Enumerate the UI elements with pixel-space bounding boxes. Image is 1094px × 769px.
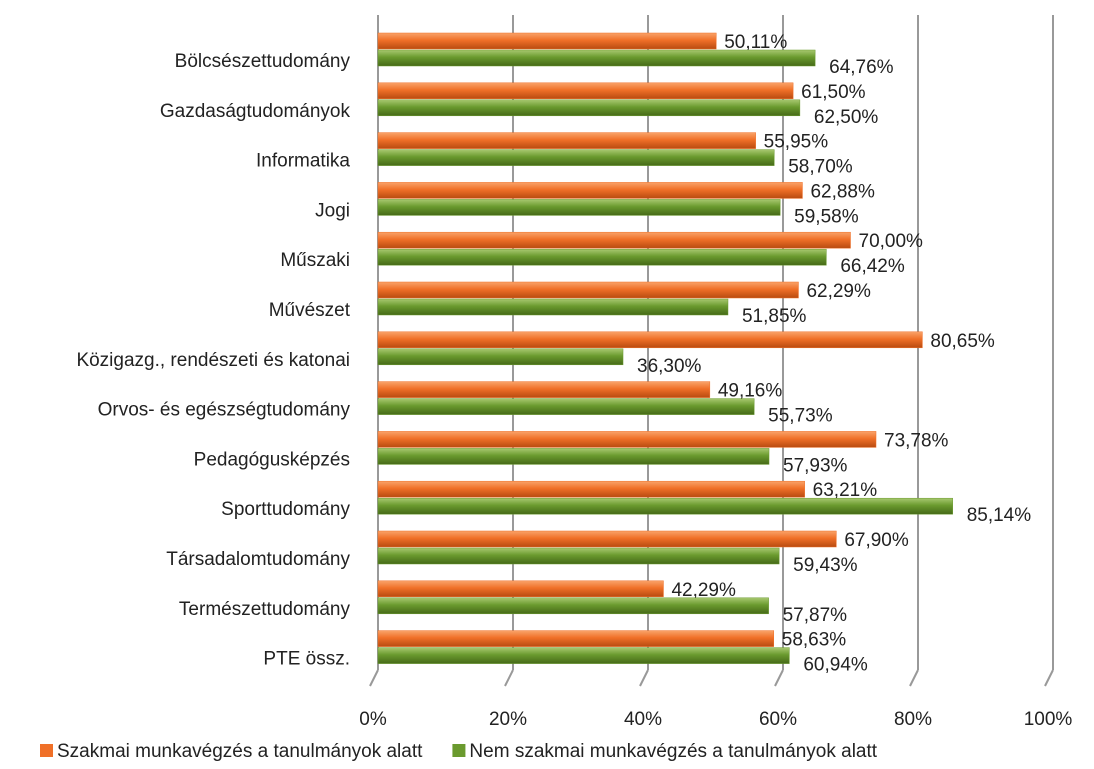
bar xyxy=(377,381,711,398)
bar xyxy=(377,99,801,117)
bar xyxy=(377,530,837,548)
bar xyxy=(377,248,827,266)
value-label: 55,95% xyxy=(764,132,829,153)
value-label: 67,90% xyxy=(844,530,909,551)
grid-line xyxy=(639,669,649,687)
grid-line xyxy=(369,669,379,687)
category-label: Informatika xyxy=(256,151,350,172)
value-label: 66,42% xyxy=(840,256,905,277)
bar xyxy=(377,231,851,249)
bar xyxy=(377,199,781,216)
bar xyxy=(377,647,790,664)
bar xyxy=(377,49,816,67)
value-label: 80,65% xyxy=(930,331,995,352)
value-label: 60,94% xyxy=(803,655,868,676)
bar xyxy=(377,149,775,166)
bar xyxy=(377,298,729,316)
legend-swatch xyxy=(452,744,466,757)
bar xyxy=(377,630,775,647)
bar xyxy=(377,281,799,299)
x-tick-label: 20% xyxy=(489,709,527,730)
category-label: Pedagógusképzés xyxy=(194,449,350,470)
category-label: Műszaki xyxy=(280,250,350,271)
value-label: 57,93% xyxy=(783,455,848,476)
legend-swatch xyxy=(40,744,53,757)
value-label: 59,58% xyxy=(794,206,859,227)
bar xyxy=(377,480,805,498)
bar xyxy=(377,431,877,448)
value-label: 62,50% xyxy=(814,107,879,128)
bar xyxy=(377,331,923,349)
value-label: 55,73% xyxy=(768,406,833,427)
value-label: 57,87% xyxy=(783,605,848,626)
category-label: Sporttudomány xyxy=(221,499,350,520)
bar xyxy=(377,597,769,615)
value-label: 70,00% xyxy=(859,231,924,252)
category-label: Bölcsészettudomány xyxy=(175,51,351,72)
value-label: 50,11% xyxy=(724,32,787,53)
x-tick-label: 40% xyxy=(624,709,662,730)
grid-line xyxy=(909,669,919,687)
category-label: Jogi xyxy=(315,200,350,221)
x-tick-label: 60% xyxy=(759,709,797,730)
value-label: 51,85% xyxy=(742,306,807,327)
value-label: 62,88% xyxy=(810,181,875,202)
grid-line xyxy=(774,669,784,687)
x-tick-label: 80% xyxy=(894,709,932,730)
value-label: 42,29% xyxy=(671,580,736,601)
value-label: 58,70% xyxy=(788,157,853,178)
category-label: Művészet xyxy=(269,300,351,321)
legend-label: Szakmai munkavégzés a tanulmányok alatt xyxy=(57,741,423,762)
bar xyxy=(377,398,755,415)
category-label: Orvos- és egészségtudomány xyxy=(98,400,351,421)
bar xyxy=(377,32,717,50)
value-label: 58,63% xyxy=(782,630,847,651)
value-label: 61,50% xyxy=(801,82,866,103)
grid-line xyxy=(1044,669,1054,687)
bar xyxy=(377,448,770,465)
value-label: 59,43% xyxy=(793,555,858,576)
value-label: 49,16% xyxy=(718,381,783,402)
category-label: PTE össz. xyxy=(263,649,350,670)
bar xyxy=(377,82,794,100)
category-label: Társadalomtudomány xyxy=(166,549,350,570)
value-label: 62,29% xyxy=(806,281,871,302)
bar xyxy=(377,182,803,199)
bar xyxy=(377,547,780,565)
category-label: Természettudomány xyxy=(179,599,351,620)
bar xyxy=(377,132,756,149)
x-tick-label: 0% xyxy=(359,709,387,730)
value-label: 36,30% xyxy=(637,356,702,377)
bar xyxy=(377,348,624,366)
category-label: Közigazg., rendészeti és katonai xyxy=(76,350,350,371)
value-label: 64,76% xyxy=(829,57,894,78)
grid-line xyxy=(504,669,514,687)
value-label: 73,78% xyxy=(884,430,949,451)
value-label: 63,21% xyxy=(813,480,878,501)
value-label: 85,14% xyxy=(967,505,1032,526)
category-label: Gazdaságtudományok xyxy=(160,101,351,122)
legend-label: Nem szakmai munkavégzés a tanulmányok al… xyxy=(469,741,877,762)
bar xyxy=(377,497,953,515)
bar xyxy=(377,580,664,598)
x-tick-label: 100% xyxy=(1024,709,1073,730)
